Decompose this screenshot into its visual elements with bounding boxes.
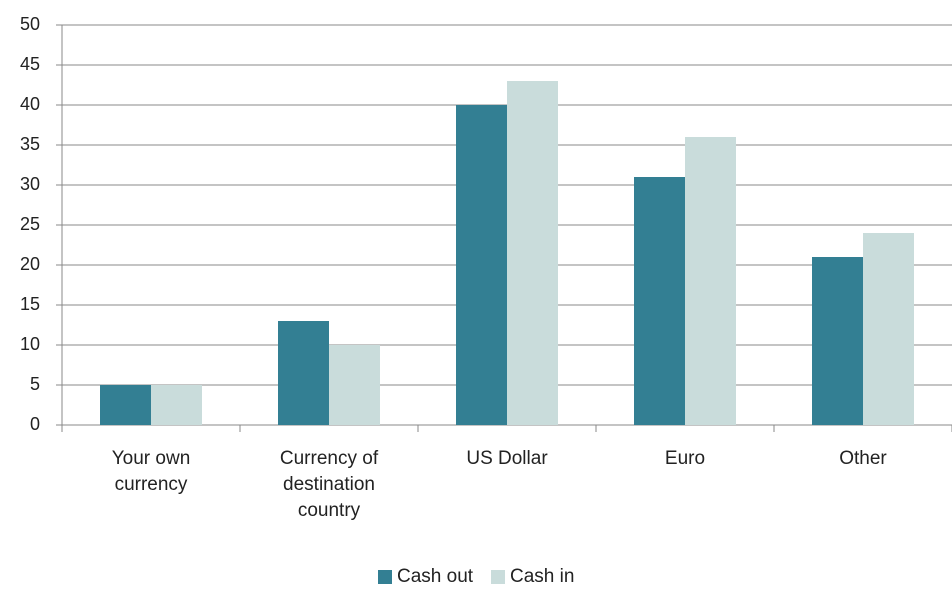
bar bbox=[634, 177, 685, 425]
legend-item: Cash out bbox=[378, 566, 473, 588]
bar bbox=[329, 345, 380, 425]
legend-label: Cash in bbox=[510, 566, 575, 587]
bar bbox=[685, 137, 736, 425]
bar bbox=[456, 105, 507, 425]
legend-swatch bbox=[378, 570, 392, 584]
x-tick-label: Euro bbox=[664, 448, 706, 469]
x-tick-label: Other bbox=[839, 448, 887, 469]
legend-label: Cash out bbox=[397, 566, 474, 587]
bar bbox=[100, 385, 151, 425]
legend-item: Cash in bbox=[491, 566, 574, 588]
bar bbox=[812, 257, 863, 425]
x-tick-label: Your own currency bbox=[111, 448, 191, 495]
y-tick-label: 50 bbox=[20, 14, 40, 34]
y-tick-label: 25 bbox=[20, 214, 40, 234]
y-tick-label: 35 bbox=[20, 134, 40, 154]
y-tick-label: 5 bbox=[30, 374, 40, 394]
y-tick-label: 0 bbox=[30, 414, 40, 434]
bar bbox=[507, 81, 558, 425]
y-tick-label: 45 bbox=[20, 54, 40, 74]
x-tick-label: US Dollar bbox=[466, 448, 548, 469]
bar bbox=[863, 233, 914, 425]
legend-swatch bbox=[491, 570, 505, 584]
y-tick-label: 20 bbox=[20, 254, 40, 274]
x-tick-label: Currency of destination country bbox=[279, 448, 379, 521]
y-tick-label: 40 bbox=[20, 94, 40, 114]
y-tick-label: 30 bbox=[20, 174, 40, 194]
bar bbox=[151, 385, 202, 425]
bar bbox=[278, 321, 329, 425]
y-tick-label: 15 bbox=[20, 294, 40, 314]
y-tick-label: 10 bbox=[20, 334, 40, 354]
